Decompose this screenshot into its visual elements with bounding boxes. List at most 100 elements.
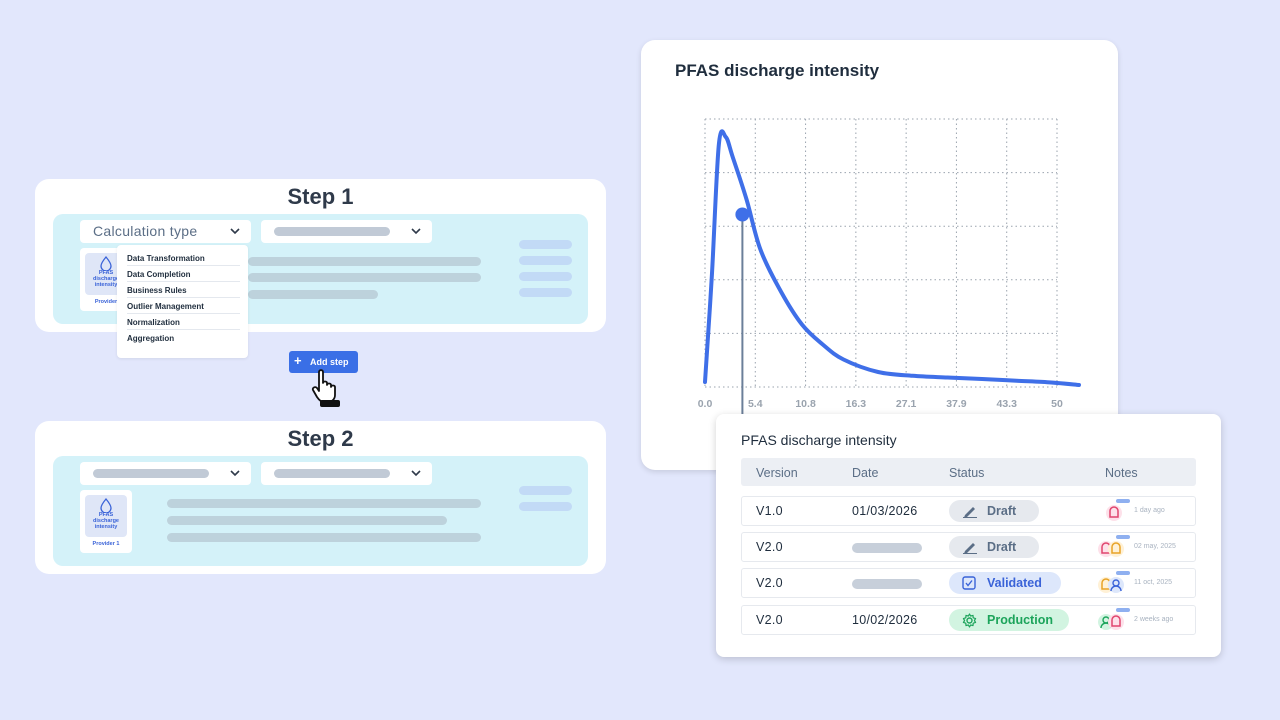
provider-label: Provider 1 bbox=[92, 541, 120, 547]
pencil-icon bbox=[963, 543, 977, 554]
placeholder-bar bbox=[519, 486, 572, 495]
status-label: Draft bbox=[987, 540, 1017, 554]
placeholder-bar bbox=[93, 469, 209, 478]
x-tick-label: 27.1 bbox=[896, 398, 917, 410]
x-tick-label: 16.3 bbox=[846, 398, 867, 410]
note-avatars-icon bbox=[1098, 535, 1130, 557]
placeholder-bar bbox=[519, 256, 572, 265]
provider-label: Provider bbox=[94, 299, 118, 305]
status-badge: Draft bbox=[949, 500, 1039, 522]
step-panel: PFAS discharge intensity Provider 1 bbox=[53, 456, 588, 566]
primary-dropdown[interactable] bbox=[80, 462, 251, 485]
calculation-type-menu: Data Transformation Data Completion Busi… bbox=[117, 245, 248, 358]
status-badge: Draft bbox=[949, 536, 1039, 558]
status-badge: Validated bbox=[949, 572, 1061, 594]
version-cell: V2.0 bbox=[756, 613, 783, 627]
menu-item-normalization[interactable]: Normalization bbox=[127, 318, 180, 327]
placeholder-bar bbox=[274, 227, 390, 236]
placeholder-bar bbox=[167, 516, 447, 525]
calculation-type-dropdown[interactable]: Calculation type bbox=[80, 220, 251, 243]
highlight-point bbox=[735, 207, 750, 222]
table-row[interactable]: V2.0 10/02/2026 Production 2 weeks ago bbox=[741, 605, 1196, 635]
note-timestamp: 11 oct, 2025 bbox=[1134, 579, 1173, 586]
x-tick-label: 10.8 bbox=[795, 398, 816, 410]
table-row[interactable]: V2.0 Draft 02 may, 2025 bbox=[741, 532, 1196, 562]
menu-item-data-transformation[interactable]: Data Transformation bbox=[127, 254, 205, 263]
status-label: Validated bbox=[987, 576, 1042, 590]
menu-item-business-rules[interactable]: Business Rules bbox=[127, 286, 187, 295]
x-tick-label: 37.9 bbox=[946, 398, 967, 410]
date-placeholder-bar bbox=[852, 579, 922, 589]
column-header-notes: Notes bbox=[1105, 466, 1138, 480]
chart-title: PFAS discharge intensity bbox=[675, 61, 880, 80]
table-row[interactable]: V2.0 Validated 11 oct, 2025 bbox=[741, 568, 1196, 598]
line-chart: 0.0 5.4 10.8 16.3 27.1 37.9 43.3 50 bbox=[698, 118, 1081, 470]
water-drop-icon bbox=[100, 256, 112, 271]
placeholder-bar bbox=[519, 502, 572, 511]
pointer-hand-icon bbox=[311, 369, 340, 407]
secondary-dropdown[interactable] bbox=[261, 462, 432, 485]
table-title: PFAS discharge intensity bbox=[741, 432, 897, 448]
provider-name: PFAS discharge intensity bbox=[93, 270, 119, 288]
provider-name: PFAS discharge intensity bbox=[93, 512, 119, 530]
provider-card[interactable]: PFAS discharge intensity Provider 1 bbox=[80, 490, 132, 553]
table-row[interactable]: V1.0 01/03/2026 Draft 1 day ago bbox=[741, 496, 1196, 526]
note-timestamp: 02 may, 2025 bbox=[1134, 543, 1176, 550]
placeholder-bar bbox=[519, 272, 572, 281]
checkbox-icon bbox=[962, 576, 976, 590]
chevron-down-icon bbox=[230, 228, 240, 235]
chevron-down-icon bbox=[411, 228, 421, 235]
date-cell: 10/02/2026 bbox=[852, 613, 918, 627]
version-cell: V2.0 bbox=[756, 576, 783, 590]
table-header: Version Date Status Notes bbox=[741, 458, 1196, 486]
placeholder-bar bbox=[248, 290, 378, 299]
placeholder-bar bbox=[274, 469, 390, 478]
x-tick-label: 5.4 bbox=[748, 398, 763, 410]
column-header-date: Date bbox=[852, 466, 879, 480]
x-tick-label: 50 bbox=[1051, 398, 1063, 410]
placeholder-bar bbox=[248, 257, 481, 266]
placeholder-bar bbox=[167, 533, 481, 542]
menu-item-outlier-management[interactable]: Outlier Management bbox=[127, 302, 204, 311]
pencil-icon bbox=[963, 507, 977, 518]
note-avatar-icon bbox=[1106, 499, 1130, 521]
placeholder-bar bbox=[167, 499, 481, 508]
add-step-button[interactable]: + Add step bbox=[289, 351, 358, 373]
secondary-dropdown[interactable] bbox=[261, 220, 432, 243]
plus-icon: + bbox=[294, 353, 302, 368]
note-avatars-icon bbox=[1098, 608, 1130, 630]
date-placeholder-bar bbox=[852, 543, 922, 553]
date-cell: 01/03/2026 bbox=[852, 504, 918, 518]
status-label: Draft bbox=[987, 504, 1017, 518]
menu-item-data-completion[interactable]: Data Completion bbox=[127, 270, 191, 279]
chevron-down-icon bbox=[411, 470, 421, 477]
menu-item-aggregation[interactable]: Aggregation bbox=[127, 334, 175, 343]
step-title: Step 2 bbox=[287, 426, 354, 451]
step-2-card: Step 2 PFAS discharge intensity Provider… bbox=[35, 421, 606, 574]
step-title: Step 1 bbox=[287, 184, 354, 209]
x-tick-label: 0.0 bbox=[698, 398, 713, 410]
status-label: Production bbox=[987, 613, 1053, 627]
menu-divider bbox=[127, 297, 240, 298]
placeholder-bar bbox=[519, 240, 572, 249]
menu-divider bbox=[127, 265, 240, 266]
menu-divider bbox=[127, 313, 240, 314]
x-tick-label: 43.3 bbox=[996, 398, 1017, 410]
provider-tile: PFAS discharge intensity bbox=[85, 495, 127, 537]
dropdown-label: Calculation type bbox=[93, 223, 198, 239]
gear-icon bbox=[962, 613, 977, 628]
chevron-down-icon bbox=[230, 470, 240, 477]
menu-divider bbox=[127, 329, 240, 330]
versions-table-card: PFAS discharge intensity Version Date St… bbox=[716, 414, 1221, 657]
note-timestamp: 2 weeks ago bbox=[1134, 616, 1174, 623]
column-header-version: Version bbox=[756, 466, 798, 480]
version-cell: V2.0 bbox=[756, 540, 783, 554]
chart-card: PFAS discharge intensity 0.0 5.4 10.8 16.3 2… bbox=[641, 40, 1118, 470]
column-header-status: Status bbox=[949, 466, 985, 480]
add-step-label: Add step bbox=[310, 357, 349, 367]
note-avatars-icon bbox=[1098, 571, 1130, 593]
note-timestamp: 1 day ago bbox=[1134, 507, 1165, 514]
version-cell: V1.0 bbox=[756, 504, 783, 518]
placeholder-bar bbox=[519, 288, 572, 297]
series-line bbox=[703, 129, 1081, 387]
